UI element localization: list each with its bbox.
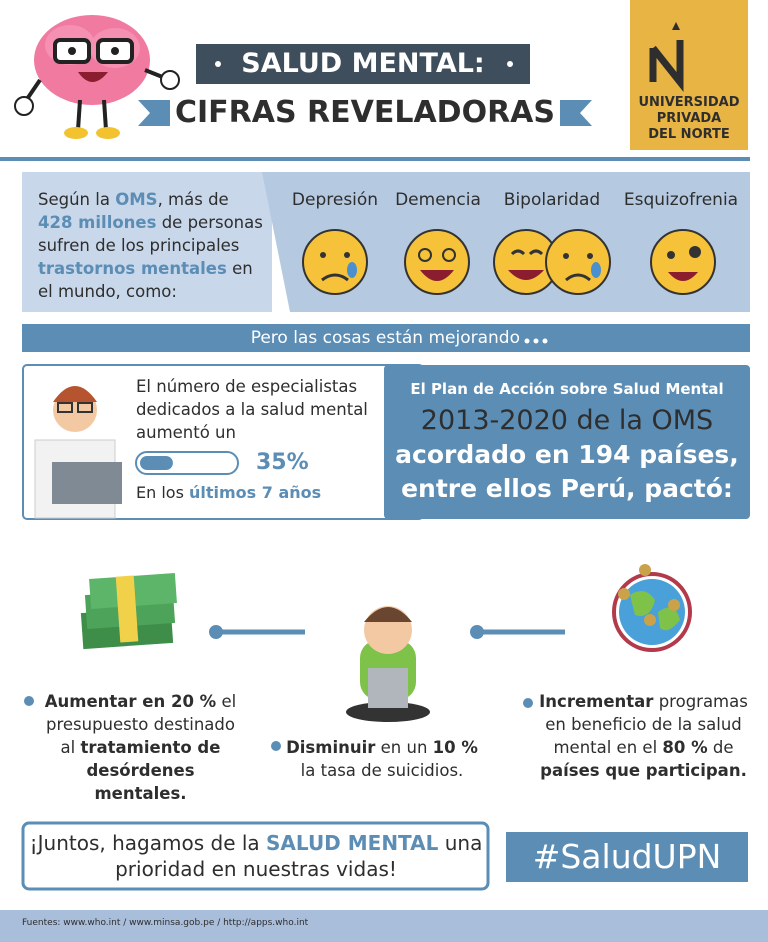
face-icons xyxy=(302,229,716,295)
text: , más de xyxy=(157,190,229,209)
text: Aumentar en 20 % xyxy=(44,692,217,711)
logo-text: UNIVERSIDAD PRIVADA DEL NORTE xyxy=(630,95,748,143)
disorder-label: Depresión xyxy=(291,190,379,210)
intro-text: Según la OMS, más de 428 millones de per… xyxy=(38,188,263,303)
plan-line: 2013-2020 de la OMS xyxy=(420,405,714,436)
logo-line: UNIVERSIDAD xyxy=(638,95,740,110)
logo-line: DEL NORTE xyxy=(648,127,730,142)
money-icon xyxy=(80,573,177,650)
banner-text: Pero las cosas están mejorando xyxy=(250,328,520,348)
text: ¡Juntos, hagamos de la xyxy=(29,831,260,855)
text: de xyxy=(712,738,734,757)
disorder-label: Demencia xyxy=(395,190,481,210)
percent-label: 35% xyxy=(256,450,309,475)
goal: Disminuir en un 10 % la tasa de suicidio… xyxy=(282,736,482,782)
specialists-text: El número de especialistas dedicados a l… xyxy=(136,377,368,442)
text: OMS xyxy=(115,190,158,209)
closing: ¡Juntos, hagamos de la SALUD MENTAL una … xyxy=(26,830,486,882)
text: la tasa de suicidios. xyxy=(300,761,464,780)
hashtag: #SaludUPN xyxy=(532,837,722,876)
text: el presupuesto destinado xyxy=(45,692,237,734)
text: 80 % xyxy=(662,738,708,757)
text: trastornos mentales xyxy=(38,259,227,278)
disorder-label: Bipolaridad xyxy=(503,190,601,210)
text: En los xyxy=(136,483,184,502)
text: SALUD MENTAL xyxy=(266,831,439,855)
title-top: SALUD MENTAL: xyxy=(241,48,485,79)
plan-lead: El Plan de Acción sobre Salud Mental xyxy=(410,380,724,398)
title-banner xyxy=(196,44,530,84)
brain-mascot xyxy=(14,15,180,139)
title-bottom: CIFRAS REVELADORAS xyxy=(174,95,555,130)
plan-text: El Plan de Acción sobre Salud Mental 201… xyxy=(384,380,750,506)
plan-line: entre ellos Perú, pactó: xyxy=(401,474,733,503)
text: en el mundo, como: xyxy=(38,259,253,301)
text: una prioridad en nuestras vidas! xyxy=(115,831,483,881)
text: Incrementar xyxy=(539,692,654,711)
connector xyxy=(209,625,565,639)
disorder-label: Esquizofrenia xyxy=(623,190,739,210)
text: programas en beneficio de la salud menta… xyxy=(545,692,748,757)
sad-person-icon xyxy=(346,606,430,722)
text: de personas sufren de los principales xyxy=(38,213,263,255)
logo-line: PRIVADA xyxy=(656,111,722,126)
footer: Fuentes: www.who.int / www.minsa.gob.pe … xyxy=(22,918,309,928)
text: tratamiento de desórdenes mentales. xyxy=(80,738,221,803)
text: 428 millones xyxy=(38,213,157,232)
progress-fill xyxy=(140,456,173,470)
text: Disminuir xyxy=(286,738,376,757)
text: al xyxy=(60,738,76,757)
doctor-icon xyxy=(34,386,122,519)
text: países que participan. xyxy=(540,761,747,780)
text: en un xyxy=(380,738,428,757)
globe-icon xyxy=(612,564,692,652)
text: 10 % xyxy=(432,738,478,757)
goal: Incrementar programas en beneficio de la… xyxy=(536,690,751,782)
period-text: En los últimos 7 años xyxy=(136,483,376,502)
text: últimos 7 años xyxy=(189,483,322,502)
plan-line: acordado en 194 países, xyxy=(395,440,739,469)
goal: Aumentar en 20 % el presupuesto destinad… xyxy=(38,690,243,805)
text: Según la xyxy=(38,190,110,209)
